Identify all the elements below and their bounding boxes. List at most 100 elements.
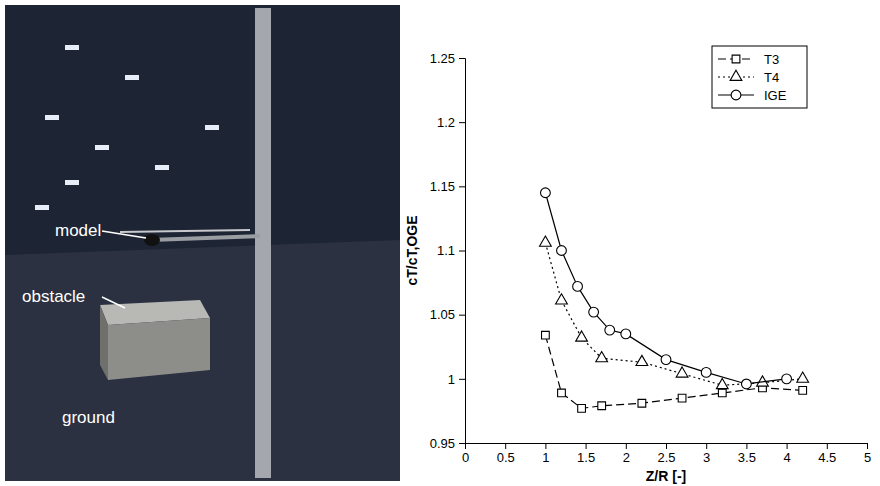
x-tick-label: 1.5 bbox=[577, 450, 595, 465]
x-tick: 4.5 bbox=[818, 443, 836, 465]
x-tick: 1.5 bbox=[577, 443, 595, 465]
x-tick-label: 4 bbox=[783, 450, 790, 465]
photo-label: ground bbox=[62, 408, 115, 427]
series-line bbox=[545, 335, 802, 408]
x-tick: 0.5 bbox=[497, 443, 515, 465]
series-marker bbox=[636, 355, 648, 365]
series-marker bbox=[557, 246, 567, 256]
y-tick: 1.15 bbox=[430, 179, 465, 194]
photo-label: obstacle bbox=[22, 287, 85, 306]
x-tick-mark bbox=[666, 443, 667, 449]
x-tick: 0 bbox=[462, 443, 469, 465]
series-marker bbox=[573, 282, 583, 292]
series-marker bbox=[556, 294, 568, 304]
legend-marker bbox=[732, 55, 740, 63]
obstacle-side bbox=[100, 305, 108, 380]
y-axis-line bbox=[459, 59, 466, 444]
series-marker bbox=[797, 372, 809, 382]
series-marker bbox=[598, 402, 606, 410]
y-tick: 1.2 bbox=[437, 115, 465, 130]
series-marker bbox=[742, 379, 752, 389]
series-marker bbox=[621, 329, 631, 339]
x-tick-label: 3 bbox=[703, 450, 710, 465]
series-marker bbox=[638, 399, 646, 407]
y-tick: 1 bbox=[448, 371, 465, 386]
chart: 00.511.522.533.544.550.9511.051.11.151.2… bbox=[404, 46, 871, 484]
series-marker bbox=[576, 331, 588, 341]
ceiling-light bbox=[95, 145, 109, 150]
x-tick-mark bbox=[545, 443, 546, 449]
y-tick-label: 0.95 bbox=[430, 436, 455, 451]
x-tick-label: 1 bbox=[542, 450, 549, 465]
canvas: model obstacle ground 0 0.5 1 1.5 2 2.5 3 3.5 4 4.5 5… bbox=[0, 0, 880, 486]
x-axis: 0 0.5 1 1.5 2 2.5 3 3.5 4 4.5 5 bbox=[462, 443, 871, 465]
x-tick: 5 bbox=[864, 443, 871, 465]
obstacle-front bbox=[108, 318, 210, 380]
series-marker bbox=[605, 325, 615, 335]
x-tick-label: 2.5 bbox=[657, 450, 675, 465]
ceiling-light bbox=[45, 115, 59, 120]
photo: model obstacle ground bbox=[5, 5, 400, 481]
x-tick-mark bbox=[827, 443, 828, 449]
x-axis-line bbox=[466, 444, 868, 450]
series-marker bbox=[782, 374, 792, 384]
y-tick-mark bbox=[459, 186, 465, 187]
x-tick-label: 0.5 bbox=[497, 450, 515, 465]
y-tick-mark bbox=[459, 251, 465, 252]
series-marker bbox=[678, 394, 686, 402]
x-tick-label: 3.5 bbox=[738, 450, 756, 465]
x-tick-mark bbox=[626, 443, 627, 449]
sting bbox=[150, 236, 260, 240]
x-tick-label: 2 bbox=[623, 450, 630, 465]
series-line bbox=[545, 193, 786, 384]
x-tick-mark bbox=[505, 443, 506, 449]
legend-box bbox=[712, 46, 807, 108]
legend: T3T4IGE bbox=[712, 46, 807, 108]
series-marker bbox=[589, 307, 599, 317]
x-tick: 3 bbox=[703, 443, 710, 465]
y-tick-label: 1 bbox=[448, 371, 455, 386]
legend-label: IGE bbox=[764, 88, 787, 103]
ceiling-light bbox=[205, 125, 219, 130]
label-leader bbox=[102, 297, 125, 308]
series-marker bbox=[676, 367, 688, 377]
y-tick-label: 1.25 bbox=[430, 51, 455, 66]
series-marker bbox=[718, 389, 726, 397]
ceiling-light bbox=[65, 45, 79, 50]
photo-background bbox=[5, 5, 400, 481]
series-marker bbox=[661, 355, 671, 365]
legend-marker bbox=[731, 90, 741, 100]
model-body bbox=[144, 234, 160, 246]
y-axis: 0.9511.051.11.151.21.25 bbox=[430, 51, 466, 451]
x-axis-title: Z/R [-] bbox=[646, 468, 686, 484]
y-tick-label: 1.15 bbox=[430, 179, 455, 194]
legend-marker bbox=[730, 70, 742, 80]
series-marker bbox=[716, 378, 728, 388]
x-tick-mark bbox=[787, 443, 788, 449]
y-tick-mark bbox=[459, 443, 465, 444]
rotor bbox=[120, 230, 250, 232]
label-leader bbox=[102, 231, 146, 238]
series-marker bbox=[540, 236, 552, 246]
y-tick-mark bbox=[459, 122, 465, 123]
y-tick-mark bbox=[459, 58, 465, 59]
series-marker bbox=[558, 389, 566, 397]
ceiling-light bbox=[65, 180, 79, 185]
y-tick-mark bbox=[459, 379, 465, 380]
photo-label: model bbox=[55, 221, 101, 240]
x-tick: 3.5 bbox=[738, 443, 756, 465]
series-marker bbox=[542, 331, 550, 339]
stand bbox=[255, 8, 271, 478]
series-marker bbox=[596, 352, 608, 362]
x-tick-label: 4.5 bbox=[818, 450, 836, 465]
series-marker bbox=[799, 387, 807, 395]
y-tick: 0.95 bbox=[430, 436, 465, 451]
x-tick-mark bbox=[586, 443, 587, 449]
x-tick-mark bbox=[867, 443, 868, 449]
series-marker bbox=[541, 188, 551, 198]
series-marker bbox=[701, 368, 711, 378]
y-tick-label: 1.1 bbox=[437, 243, 455, 258]
x-tick-label: 0 bbox=[462, 450, 469, 465]
x-tick-mark bbox=[706, 443, 707, 449]
y-tick: 1.1 bbox=[437, 243, 465, 258]
